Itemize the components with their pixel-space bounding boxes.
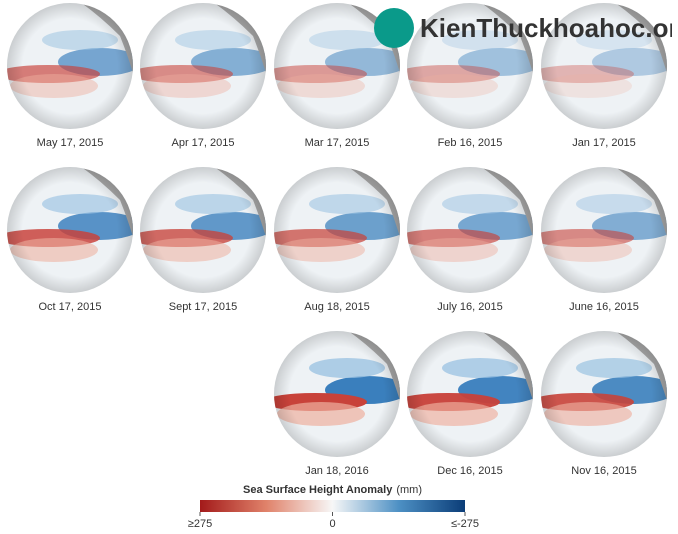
globe-shade (407, 331, 533, 457)
watermark: KienThuckhoahoc.org (374, 8, 672, 48)
globe-shade (541, 3, 667, 129)
colorbar (200, 500, 465, 512)
globe (140, 167, 266, 293)
globe-shade (541, 331, 667, 457)
globe-shade (274, 167, 400, 293)
globe (541, 167, 667, 293)
globe-shade (7, 167, 133, 293)
globe-shade (140, 3, 266, 129)
colorbar-tick-label: ≤-275 (451, 518, 479, 530)
watermark-text: KienThuckhoahoc.org (420, 13, 672, 43)
colorbar-tick-label: 0 (329, 518, 335, 530)
globe (407, 331, 533, 457)
legend-title-text: Sea Surface Height Anomaly (243, 484, 393, 496)
globe-shade (407, 167, 533, 293)
globe-shade (407, 3, 533, 129)
date-label: May 17, 2015 (37, 137, 104, 149)
globe (7, 167, 133, 293)
legend-unit: (mm) (396, 484, 422, 496)
date-label: Jan 18, 2016 (305, 465, 369, 477)
date-label: Nov 16, 2015 (571, 465, 636, 477)
watermark-logo (374, 8, 414, 48)
date-label: Apr 17, 2015 (172, 137, 235, 149)
date-label: Mar 17, 2015 (305, 137, 370, 149)
date-label: Dec 16, 2015 (437, 465, 502, 477)
date-label: Sept 17, 2015 (169, 301, 238, 313)
globe-shade (274, 3, 400, 129)
globe-shade (140, 167, 266, 293)
globe-shade (274, 331, 400, 457)
date-label: July 16, 2015 (437, 301, 502, 313)
globe (274, 167, 400, 293)
globe-shade (7, 3, 133, 129)
globe (541, 331, 667, 457)
globe-shade (541, 167, 667, 293)
globe (407, 167, 533, 293)
date-label: Aug 18, 2015 (304, 301, 369, 313)
date-label: Oct 17, 2015 (39, 301, 102, 313)
globe (7, 3, 133, 129)
legend-title: Sea Surface Height Anomaly (mm) (243, 484, 422, 496)
globe (140, 3, 266, 129)
colorbar-tick-label: ≥275 (188, 518, 212, 530)
date-label: Feb 16, 2015 (438, 137, 503, 149)
globe (274, 331, 400, 457)
date-label: Jan 17, 2015 (572, 137, 636, 149)
date-label: June 16, 2015 (569, 301, 639, 313)
